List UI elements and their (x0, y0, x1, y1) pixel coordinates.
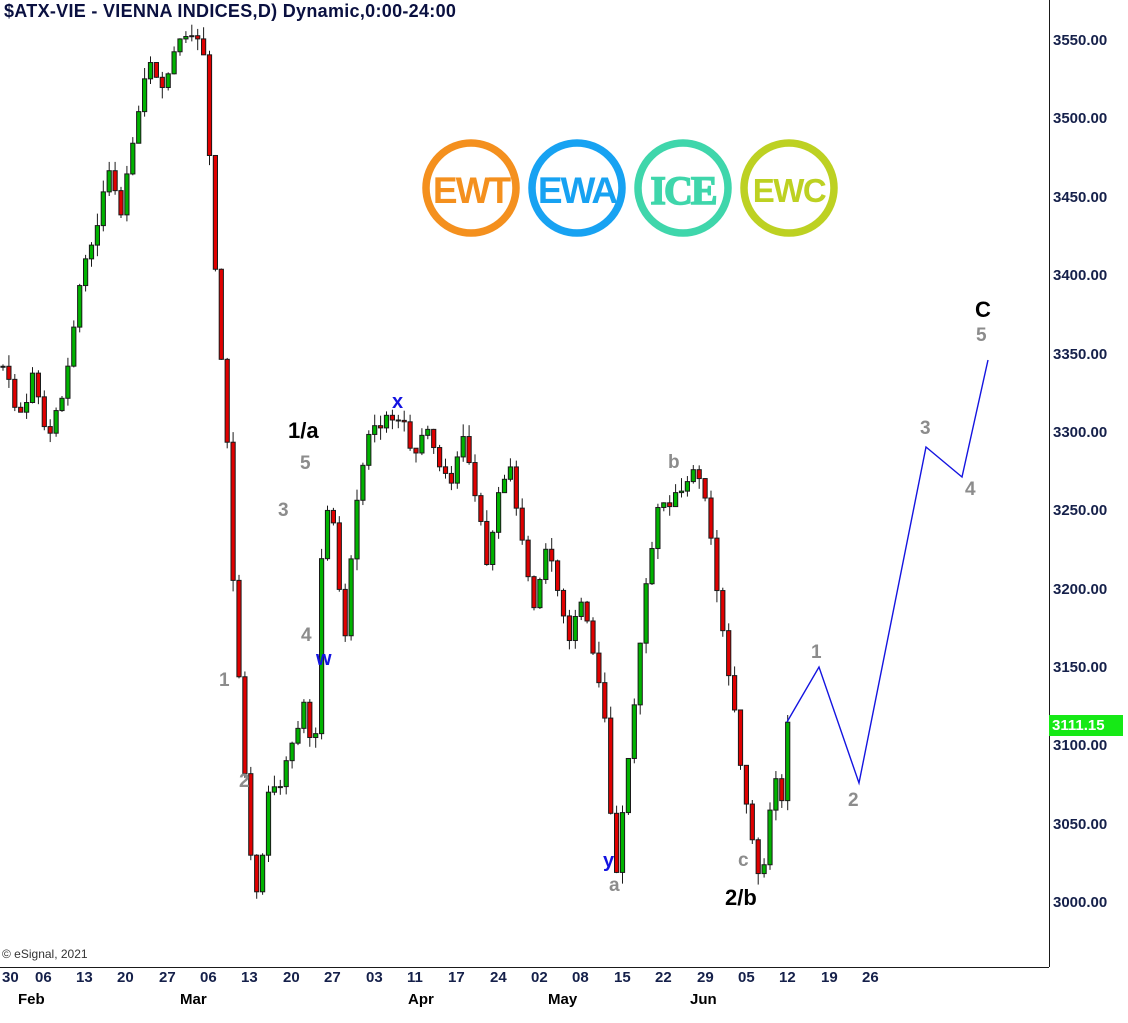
svg-text:EWA: EWA (538, 170, 618, 211)
svg-text:EWT: EWT (433, 170, 512, 211)
svg-text:ICE: ICE (650, 168, 715, 213)
svg-text:EWC: EWC (753, 172, 826, 209)
